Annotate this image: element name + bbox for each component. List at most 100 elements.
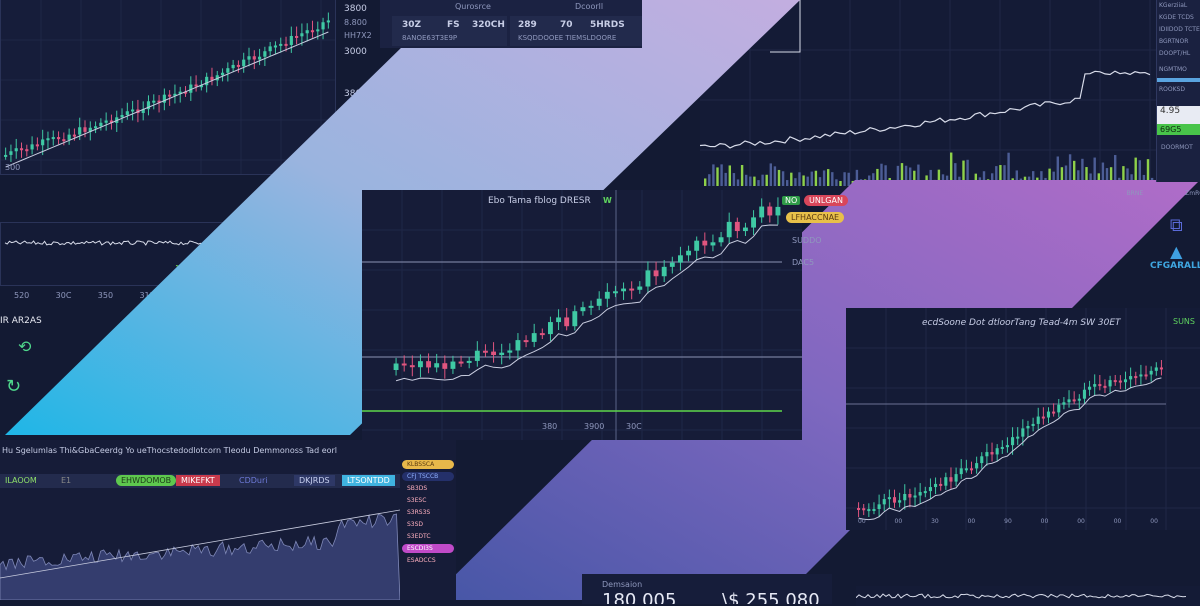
sidebar-item[interactable]: ROOKSD [1159, 86, 1185, 93]
x-label: 30C [55, 291, 72, 300]
tag[interactable]: SUNS [1173, 317, 1195, 326]
volume-bar [732, 173, 736, 186]
top-left-chart-panel: 300 300 [0, 0, 336, 175]
candle [247, 56, 251, 60]
candle [1067, 399, 1071, 403]
ticker-side-label: HH7X2 [344, 31, 372, 40]
ticker-value: 30Z [402, 20, 422, 30]
tag[interactable]: CFJ TSCCB [402, 472, 454, 481]
candle [1077, 398, 1081, 401]
volume-bar [855, 169, 859, 186]
candle [458, 361, 464, 364]
candle [1016, 436, 1020, 439]
volume-bar [1097, 173, 1100, 186]
candle [908, 494, 912, 498]
candle [539, 333, 545, 336]
candle [41, 139, 45, 146]
candle [83, 127, 87, 132]
filter-pill[interactable]: E1 [61, 476, 72, 485]
volume-bar [900, 163, 904, 186]
sidebar-item[interactable]: KGDE TCDS [1159, 14, 1194, 21]
ticker-panel: Qurosrce Dcoorll 30Z FS 320CH 8ANOE63T3E… [380, 0, 642, 48]
small-chart-label: 3C7 5808 [266, 227, 305, 236]
volume-bar [859, 179, 863, 186]
volume-bar [1122, 166, 1125, 186]
tag[interactable]: KLBSSCA [402, 460, 454, 469]
volume-bar [913, 170, 916, 186]
price-label: DAC5 [792, 258, 815, 267]
candle [168, 94, 172, 97]
volume-bar [790, 172, 793, 186]
tag[interactable]: S3SD [407, 521, 424, 528]
bottom-line [856, 593, 1187, 599]
filter-pill[interactable]: CDDuri [239, 476, 268, 485]
sidebar-item[interactable]: BGRTNOR [1159, 38, 1189, 45]
x-label: 3120 [139, 291, 160, 300]
center-chart-panel: Ebo Tama fblog DRESR W NO UNLGAN LFHACCN… [362, 190, 848, 440]
tag[interactable]: S3RS3S [407, 509, 431, 516]
sidebar-item[interactable]: DOORMOT [1161, 144, 1193, 151]
filter-pill[interactable]: ILAOOM [5, 476, 37, 485]
volume-bar [851, 180, 854, 186]
filter-pill[interactable]: MIKEFKT [176, 475, 220, 486]
candle [25, 149, 29, 152]
filter-pill[interactable]: EHWDOMOB [116, 475, 177, 486]
tag[interactable]: ESADCCS [407, 557, 436, 564]
ticker-header: Qurosrce [455, 2, 491, 11]
tag[interactable]: UNLGAN [804, 195, 848, 206]
sidebar-item[interactable]: NGMTMO [1159, 66, 1187, 73]
ticker-cell[interactable]: 30Z FS 320CH 8ANOE63T3E9P [392, 16, 507, 46]
tag[interactable]: LFHACCNAE [786, 212, 845, 223]
candle [934, 483, 938, 488]
volume-bar [1003, 165, 1006, 186]
candle [310, 30, 315, 33]
sidebar-item[interactable]: KGerziiaL [1159, 2, 1188, 9]
ticker-cell[interactable]: 289 70 5HRDS KSQDDOOEE TIEMSLDOORE [510, 16, 642, 46]
candle [268, 46, 272, 52]
candle [1129, 376, 1133, 380]
sidebar-item[interactable]: DOOPT/HL [1159, 50, 1191, 57]
candle [131, 109, 135, 112]
tag[interactable]: S3ESC [407, 497, 427, 504]
volume-bar [1126, 168, 1129, 186]
candle [474, 350, 480, 361]
x-label: 90 [1004, 518, 1012, 525]
right-candles [846, 308, 1200, 530]
volume-bar [1011, 178, 1014, 186]
area-series [0, 513, 400, 600]
tag[interactable]: SB3DS [407, 485, 428, 492]
candle [35, 144, 39, 147]
volume-bar [991, 173, 994, 186]
moving-average [5, 31, 329, 168]
right-sidebar: KGerziiaL KGDE TCDS IDIIDOD TCTE BGRTNOR… [1156, 0, 1200, 182]
small-line-chart [4, 240, 287, 272]
filter-pill[interactable]: DKJRDS [294, 475, 335, 486]
candle [51, 137, 55, 140]
candle [1134, 376, 1138, 379]
volume-bar [1036, 177, 1039, 186]
candle [661, 266, 667, 277]
volume-bar [978, 177, 982, 186]
candle [928, 487, 932, 492]
sidebar-item[interactable]: IDIIDOD TCTE [1159, 26, 1200, 33]
filter-pill[interactable]: LTSONTDD [342, 475, 395, 486]
candle [990, 452, 994, 455]
sidebar-green-bar[interactable]: 69G5 [1157, 124, 1200, 135]
volume-bar [958, 176, 961, 186]
candle [588, 305, 594, 308]
tag[interactable]: ESCDI3S [402, 544, 454, 553]
volume-bar [736, 179, 740, 186]
candle [903, 494, 907, 501]
candle [1052, 411, 1056, 414]
tag[interactable]: S3EDTC [407, 533, 431, 540]
tag[interactable]: NO [782, 196, 801, 205]
candle [273, 45, 278, 48]
x-label: 00 [858, 518, 866, 525]
candle [1005, 445, 1009, 448]
price-label: 3000 [344, 174, 367, 184]
small-green-line [175, 253, 287, 272]
small-line [4, 240, 270, 246]
widget-label: IR AR2AS [0, 316, 42, 326]
left-widget: IR AR2AS ⟲ ↻ [0, 308, 42, 397]
candle [1031, 423, 1035, 427]
